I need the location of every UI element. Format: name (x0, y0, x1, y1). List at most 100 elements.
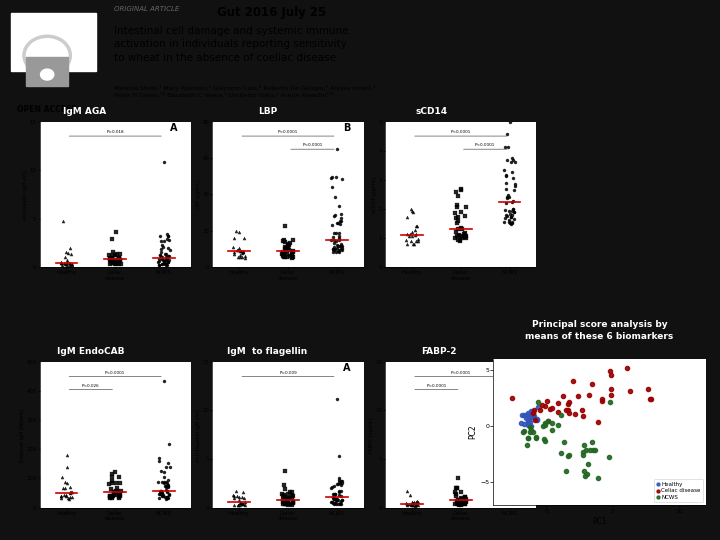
Point (461, 497, 472, 505)
Point (328, 494, 340, 503)
Point (498, 165, 510, 174)
Point (229, 494, 240, 502)
Celiac disease (621, 363, 632, 372)
Point (500, 172, 512, 180)
Point (336, 478, 348, 487)
Point (156, 491, 167, 500)
Healthy (522, 421, 534, 429)
Point (64, 489, 76, 498)
Point (66, 260, 78, 269)
Text: P<0.0001: P<0.0001 (302, 144, 323, 147)
Point (158, 478, 169, 487)
Point (452, 500, 464, 508)
Point (286, 253, 297, 262)
Point (283, 241, 294, 250)
Point (284, 252, 295, 260)
Point (336, 495, 348, 504)
Point (286, 251, 297, 259)
Point (238, 494, 250, 502)
Point (454, 237, 466, 245)
Point (450, 484, 462, 493)
Point (160, 494, 171, 503)
Point (107, 247, 119, 256)
Point (501, 483, 513, 492)
Point (153, 261, 165, 269)
Point (501, 192, 513, 201)
Point (156, 260, 168, 268)
Point (507, 497, 518, 506)
NCWS (539, 418, 550, 427)
Point (234, 499, 246, 508)
Celiac disease (562, 405, 574, 414)
Point (410, 499, 421, 508)
Point (330, 495, 341, 504)
Point (508, 490, 519, 498)
Point (333, 478, 344, 487)
Healthy (516, 418, 527, 427)
Point (154, 232, 166, 240)
Point (456, 494, 467, 503)
Point (335, 217, 346, 225)
Point (160, 483, 171, 491)
Point (331, 145, 343, 153)
Point (329, 243, 341, 252)
Point (284, 500, 295, 509)
Point (108, 488, 120, 496)
Celiac disease (644, 395, 656, 403)
Point (503, 192, 515, 201)
Point (160, 250, 171, 259)
Celiac disease (597, 396, 608, 405)
Point (155, 487, 166, 495)
Point (401, 230, 413, 238)
Point (61, 258, 73, 267)
Point (162, 251, 174, 260)
Point (331, 244, 343, 252)
Point (330, 495, 342, 503)
NCWS (521, 441, 532, 449)
Healthy (523, 414, 535, 423)
Celiac disease (577, 405, 588, 414)
Point (277, 500, 289, 509)
Point (506, 153, 518, 162)
Point (63, 248, 74, 257)
Point (61, 479, 73, 488)
Point (233, 228, 245, 237)
Point (283, 246, 294, 254)
Point (163, 256, 175, 265)
NCWS (554, 448, 566, 457)
Point (459, 500, 470, 508)
Legend: Healthy, Celiac disease, NCWS: Healthy, Celiac disease, NCWS (654, 480, 703, 502)
Point (153, 494, 164, 502)
Healthy (518, 410, 529, 419)
Point (333, 247, 344, 255)
Point (108, 256, 120, 265)
Point (110, 255, 122, 264)
Text: Principal score analysis by
means of these 6 biomarkers: Principal score analysis by means of the… (526, 320, 673, 341)
Point (502, 130, 513, 138)
Point (328, 245, 340, 254)
Point (505, 487, 517, 495)
NCWS (524, 423, 536, 431)
Text: P<0.0001: P<0.0001 (278, 130, 298, 134)
Point (158, 259, 170, 268)
Point (410, 230, 421, 239)
Point (503, 498, 515, 507)
Point (456, 234, 468, 242)
Point (233, 501, 244, 509)
Point (104, 492, 116, 501)
Point (330, 229, 342, 238)
Point (106, 253, 117, 262)
Point (502, 193, 513, 202)
Point (455, 186, 467, 194)
Point (502, 497, 513, 506)
Point (58, 259, 70, 267)
Point (161, 488, 172, 496)
Point (161, 257, 172, 266)
Point (115, 487, 127, 496)
Point (336, 477, 348, 485)
Point (507, 173, 518, 182)
Point (330, 173, 341, 181)
Point (459, 493, 470, 502)
Text: P<0.0001: P<0.0001 (105, 370, 125, 375)
Text: ORIGINAL ARTICLE: ORIGINAL ARTICLE (114, 6, 179, 12)
